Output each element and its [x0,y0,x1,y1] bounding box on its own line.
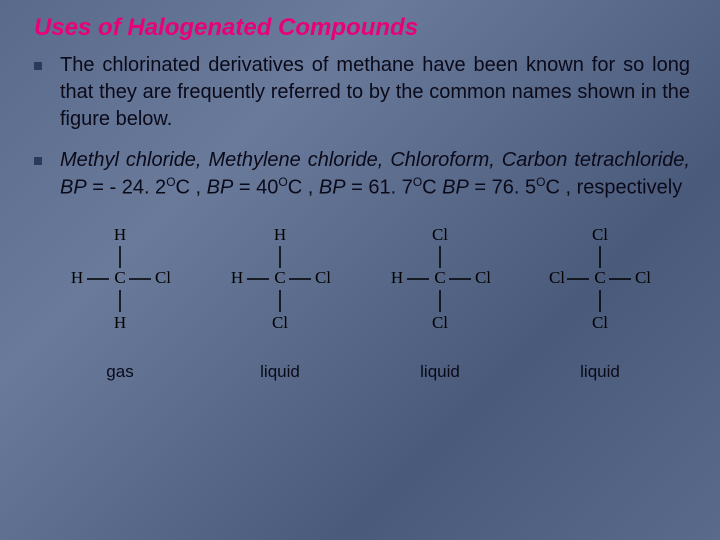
svg-text:C: C [594,268,605,287]
svg-text:H: H [71,268,83,287]
svg-text:C: C [114,268,125,287]
svg-text:H: H [114,225,126,244]
bullet-item-2: Methyl chloride, Methylene chloride, Chl… [30,147,690,202]
slide-title: Uses of Halogenated Compounds [34,14,690,42]
svg-text:H: H [231,268,243,287]
bullet-marker [34,62,42,70]
paragraph-2-text: Methyl chloride, Methylene chloride, Chl… [60,147,690,202]
molecule-methylene-chloride: H H C Cl Cl [225,224,335,334]
svg-text:Cl: Cl [432,313,448,332]
molecule-methyl-chloride: H H C Cl H [65,224,175,334]
svg-text:Cl: Cl [475,268,491,287]
svg-text:H: H [391,268,403,287]
svg-text:Cl: Cl [315,268,331,287]
state-label: gas [65,362,175,382]
svg-text:Cl: Cl [432,225,448,244]
molecule-carbon-tetrachloride: Cl Cl C Cl Cl [545,224,655,334]
state-label: liquid [545,362,655,382]
molecule-chloroform: Cl H C Cl Cl [385,224,495,334]
physical-state-row: gas liquid liquid liquid [30,362,690,382]
paragraph-1-text: The chlorinated derivatives of methane h… [60,52,690,133]
svg-text:C: C [434,268,445,287]
svg-text:Cl: Cl [549,268,565,287]
svg-text:C: C [274,268,285,287]
bullet-marker [34,157,42,165]
svg-text:H: H [114,313,126,332]
bullet-item-1: The chlorinated derivatives of methane h… [30,52,690,133]
svg-text:H: H [274,225,286,244]
state-label: liquid [225,362,335,382]
molecule-structures-row: H H C Cl H H H C Cl Cl Cl H [30,224,690,334]
svg-text:Cl: Cl [635,268,651,287]
svg-text:Cl: Cl [272,313,288,332]
svg-text:Cl: Cl [155,268,171,287]
svg-text:Cl: Cl [592,313,608,332]
state-label: liquid [385,362,495,382]
svg-text:Cl: Cl [592,225,608,244]
